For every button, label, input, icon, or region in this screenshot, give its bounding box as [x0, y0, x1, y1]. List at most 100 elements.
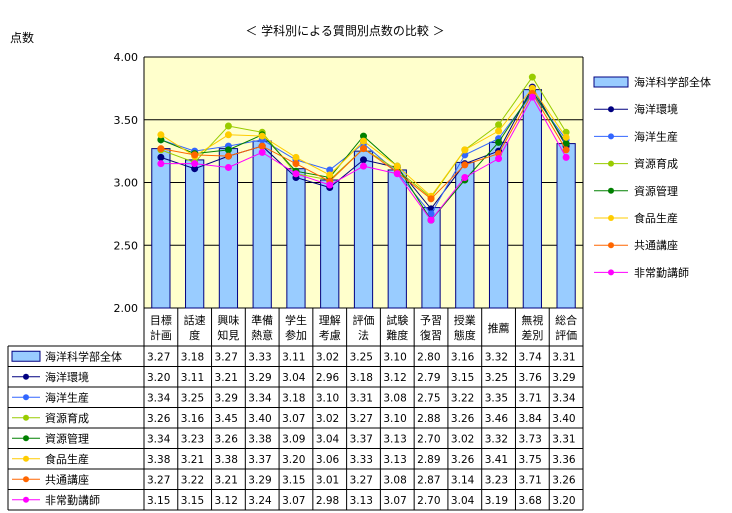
- table-cell: 2.87: [417, 474, 440, 486]
- table-cell: 3.13: [350, 495, 373, 507]
- table-cell: 3.11: [282, 351, 305, 363]
- table-cell: 3.10: [383, 351, 406, 363]
- table-row-label: 食品生産: [45, 452, 89, 466]
- data-point: [360, 145, 367, 153]
- table-row-label: 非常勤講師: [45, 493, 100, 507]
- table-cell: 3.01: [316, 474, 339, 486]
- table-cell: 2.70: [417, 433, 440, 445]
- data-point: [224, 122, 232, 130]
- category-label: 無視: [521, 313, 543, 327]
- row-legend-key: [11, 350, 41, 362]
- table-cell: 3.37: [248, 454, 271, 466]
- y-axis-label: 点数: [10, 30, 34, 45]
- data-point: [427, 216, 435, 224]
- category-label: 評価: [555, 328, 577, 342]
- data-point: [326, 181, 334, 189]
- table-cell: 3.38: [215, 454, 238, 466]
- data-point: [360, 137, 367, 145]
- table-cell: 3.31: [350, 392, 373, 404]
- table-cell: 3.26: [451, 413, 475, 425]
- category-label: 計画: [150, 328, 172, 342]
- data-point: [292, 170, 300, 178]
- table-cell: 3.16: [181, 413, 205, 425]
- table-cell: 3.15: [147, 495, 170, 507]
- table-row-label: 共通講座: [45, 472, 89, 486]
- legend-label: 資源育成: [634, 157, 678, 171]
- table-cell: 3.10: [383, 413, 406, 425]
- data-point: [360, 162, 367, 170]
- table-cell: 3.38: [248, 433, 271, 445]
- table-cell: 3.23: [181, 433, 204, 445]
- table-cell: 3.27: [147, 474, 170, 486]
- table-cell: 3.16: [451, 351, 475, 363]
- table-cell: 3.22: [181, 474, 204, 486]
- table-cell: 3.29: [248, 474, 271, 486]
- bar: [252, 140, 272, 309]
- table-cell: 3.13: [383, 433, 406, 445]
- table-cell: 3.29: [552, 372, 575, 384]
- data-point: [562, 146, 570, 154]
- table-cell: 3.14: [451, 474, 475, 486]
- table-cell: 3.71: [518, 474, 541, 486]
- y-tick-label: 2.00: [114, 302, 139, 315]
- table-cell: 3.40: [552, 413, 575, 425]
- legend-label: 資源管理: [634, 184, 678, 198]
- table-cell: 3.02: [316, 351, 339, 363]
- bar: [286, 168, 306, 309]
- table-cell: 3.31: [552, 351, 575, 363]
- data-point: [461, 146, 469, 154]
- category-label: 理解: [319, 313, 341, 327]
- table-cell: 3.21: [181, 454, 204, 466]
- table-cell: 3.73: [518, 433, 541, 445]
- table-cell: 3.27: [147, 351, 170, 363]
- table-cell: 3.31: [552, 433, 575, 445]
- table-cell: 3.74: [518, 351, 542, 363]
- table-cell: 3.33: [248, 351, 271, 363]
- table-cell: 3.41: [485, 454, 508, 466]
- table-cell: 3.34: [552, 392, 576, 404]
- data-point: [495, 121, 503, 129]
- table-cell: 3.06: [316, 454, 340, 466]
- table-cell: 3.34: [147, 392, 171, 404]
- bar: [218, 148, 239, 309]
- category-label: 目標: [150, 313, 172, 327]
- bar: [353, 150, 374, 309]
- category-label: 学生: [285, 313, 307, 327]
- table-cell: 3.21: [215, 372, 238, 384]
- table-cell: 3.25: [181, 392, 204, 404]
- legend-label: 共通講座: [634, 238, 678, 252]
- table-cell: 3.75: [518, 454, 541, 466]
- table-cell: 3.29: [215, 392, 238, 404]
- table-cell: 3.09: [282, 433, 305, 445]
- table-cell: 2.98: [316, 495, 339, 507]
- row-legend-key: [23, 435, 29, 442]
- data-point: [528, 73, 536, 81]
- legend-label: 海洋科学部全体: [634, 75, 711, 89]
- data-point: [157, 160, 165, 168]
- category-label: 復習: [420, 329, 442, 342]
- table-cell: 3.32: [485, 433, 508, 445]
- data-point: [157, 131, 165, 139]
- category-label: 話速: [184, 313, 206, 327]
- y-tick-label: 2.50: [114, 239, 139, 252]
- legend-label: 海洋環境: [634, 102, 678, 116]
- legend-label: 非常勤講師: [634, 265, 689, 279]
- table-cell: 3.02: [451, 433, 474, 445]
- table-cell: 3.22: [451, 392, 474, 404]
- table-cell: 3.08: [383, 392, 406, 404]
- table-cell: 3.33: [350, 454, 373, 466]
- table-cell: 3.15: [181, 495, 204, 507]
- table-cell: 3.07: [282, 495, 305, 507]
- data-point: [258, 148, 266, 156]
- table-cell: 3.46: [485, 413, 509, 425]
- data-point: [191, 151, 199, 159]
- table-cell: 3.36: [552, 454, 576, 466]
- category-label: 総合: [555, 313, 577, 327]
- table-cell: 2.80: [417, 351, 440, 363]
- table-cell: 3.20: [552, 495, 575, 507]
- data-point: [562, 133, 570, 141]
- table-cell: 3.32: [485, 351, 508, 363]
- data-point: [528, 93, 536, 101]
- category-label: 知見: [217, 328, 239, 342]
- table-cell: 3.27: [350, 413, 373, 425]
